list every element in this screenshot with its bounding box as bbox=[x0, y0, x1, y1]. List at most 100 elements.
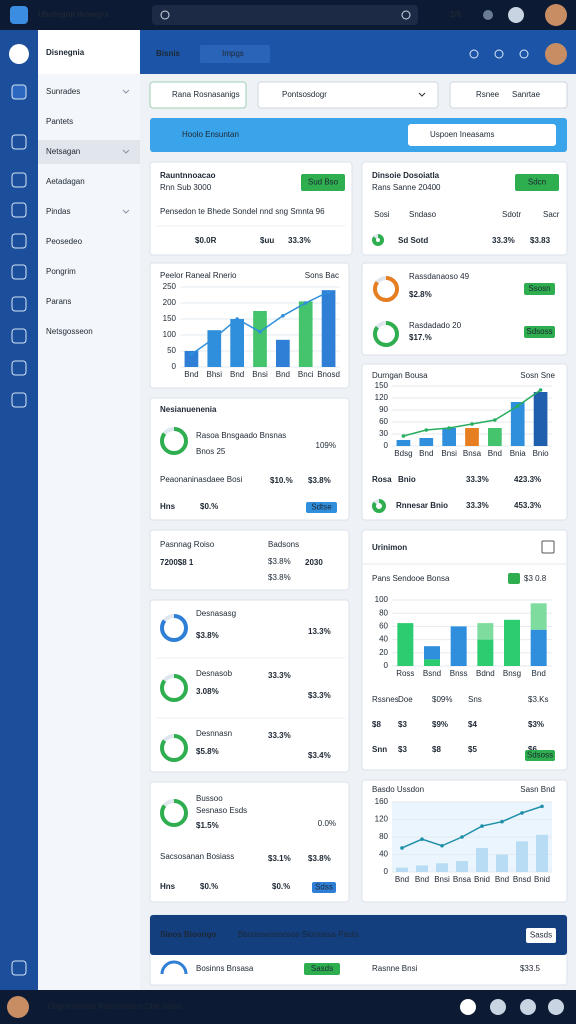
y-tick-label: 20 bbox=[379, 648, 388, 657]
nav-icon[interactable] bbox=[11, 264, 27, 280]
button-label[interactable]: Sasds bbox=[530, 931, 552, 940]
panel-subtitle: Bbnooseosoosoo Sionnasa bbox=[238, 930, 336, 939]
button[interactable] bbox=[301, 174, 345, 191]
button-label[interactable]: Sasds bbox=[311, 964, 333, 973]
row-value: $4 bbox=[468, 720, 477, 729]
button-label[interactable]: Sdsoss bbox=[527, 751, 553, 760]
gauge-icon bbox=[160, 960, 188, 975]
trend-point bbox=[281, 314, 285, 318]
dropdown-label[interactable]: Pontsosdogr bbox=[282, 90, 327, 99]
nav-icon[interactable] bbox=[11, 202, 27, 218]
big-number: 2030 bbox=[305, 558, 323, 567]
nav-item[interactable]: Netsagan bbox=[46, 147, 80, 156]
ring-icon bbox=[373, 276, 399, 302]
nav-item[interactable]: Netsgosseon bbox=[46, 327, 93, 336]
ring-value: $2.8% bbox=[409, 290, 432, 299]
x-tick-label: Bnosd bbox=[317, 370, 340, 379]
banner-search-text[interactable]: Uspoen Ineasams bbox=[430, 130, 494, 139]
x-tick-label: Bnd bbox=[419, 449, 433, 458]
nav-item[interactable]: Pindas bbox=[46, 207, 70, 216]
nav-icon[interactable] bbox=[11, 392, 27, 408]
legend-label: Sons Bac bbox=[305, 271, 339, 280]
button[interactable] bbox=[526, 928, 556, 943]
y-tick-label: 30 bbox=[379, 429, 388, 438]
card-title: Pasnnag Roiso bbox=[160, 540, 215, 549]
trend-point bbox=[500, 819, 504, 824]
bar bbox=[465, 428, 479, 446]
nav-item[interactable]: Peosedeo bbox=[46, 237, 83, 246]
expand-icon[interactable] bbox=[541, 540, 555, 554]
button[interactable] bbox=[304, 963, 340, 975]
button-label[interactable]: Sud Bso bbox=[308, 178, 339, 187]
button-label[interactable]: Ssosn bbox=[528, 284, 550, 293]
x-tick-label: Bnsd bbox=[513, 875, 531, 884]
nav-icon[interactable] bbox=[11, 84, 27, 100]
nav-icon[interactable] bbox=[11, 233, 27, 249]
button-label[interactable]: Sdss bbox=[315, 883, 333, 892]
nav-item[interactable]: Sunrades bbox=[46, 87, 80, 96]
row-value: 423.3% bbox=[514, 475, 541, 484]
x-tick-label: Bnd bbox=[532, 669, 546, 678]
footer-icon bbox=[520, 999, 536, 1015]
button[interactable] bbox=[515, 174, 559, 191]
banner-search[interactable] bbox=[408, 124, 556, 146]
search-box[interactable] bbox=[152, 5, 418, 25]
action-value[interactable]: Sanrtae bbox=[512, 90, 541, 99]
bar bbox=[456, 861, 468, 872]
row-value: Rssnes bbox=[372, 695, 399, 704]
button[interactable] bbox=[312, 882, 336, 893]
row-value: Rnnesar Bnio bbox=[396, 501, 448, 510]
ring-icon bbox=[160, 614, 188, 642]
tab[interactable] bbox=[200, 45, 270, 63]
tab-label[interactable]: Impgs bbox=[222, 49, 244, 58]
trend-point bbox=[424, 428, 429, 432]
button[interactable] bbox=[524, 326, 555, 338]
nav-icon[interactable] bbox=[11, 328, 27, 344]
item-stat: 13.3% bbox=[308, 627, 331, 636]
bottom-panel-header bbox=[150, 915, 567, 955]
rail-logo bbox=[9, 44, 29, 64]
nav-item[interactable]: Parans bbox=[46, 297, 71, 306]
nav-icon[interactable] bbox=[11, 134, 27, 150]
x-tick-label: Bnsa bbox=[453, 875, 472, 884]
button-label[interactable]: Sdsoss bbox=[526, 327, 552, 336]
bar bbox=[533, 392, 548, 446]
nav-icon[interactable] bbox=[11, 172, 27, 188]
footer-icon bbox=[490, 999, 506, 1015]
column-header: Sosi bbox=[374, 210, 390, 219]
trend-point bbox=[480, 824, 484, 828]
row-value: Snn bbox=[372, 745, 387, 754]
nav-item[interactable]: Aetadagan bbox=[46, 177, 85, 186]
button-label[interactable]: Sdcn bbox=[528, 178, 546, 187]
filter-button[interactable] bbox=[149, 81, 247, 109]
panel-link[interactable]: Pasto bbox=[338, 930, 359, 939]
action-button[interactable] bbox=[449, 81, 568, 109]
status-text: Osgonmanoe Rosnanosns Dha Isioss bbox=[48, 1002, 182, 1011]
card bbox=[149, 529, 350, 591]
nav-icon[interactable] bbox=[11, 296, 27, 312]
button[interactable] bbox=[306, 502, 337, 513]
filter-label[interactable]: Rana Rosnasanigs bbox=[172, 90, 240, 99]
nav-item[interactable]: Pantets bbox=[46, 117, 73, 126]
legend-swatch bbox=[508, 573, 520, 584]
percent: 109% bbox=[316, 441, 336, 450]
stat-value: 33.3% bbox=[492, 236, 515, 245]
nav-item[interactable]: Pongrim bbox=[46, 267, 76, 276]
nav-icon[interactable] bbox=[11, 360, 27, 376]
x-tick-label: Bnsg bbox=[503, 669, 521, 678]
button-label[interactable]: Sdtse bbox=[311, 503, 332, 512]
dropdown[interactable] bbox=[257, 81, 439, 109]
button[interactable] bbox=[525, 750, 555, 761]
chart-title: Peelor Raneal Rnerio bbox=[160, 271, 237, 280]
y-tick-label: 80 bbox=[379, 608, 388, 617]
percent: $3.8% bbox=[268, 573, 291, 582]
avatar bbox=[7, 996, 29, 1018]
button[interactable] bbox=[524, 283, 555, 295]
trend-point bbox=[515, 404, 520, 408]
header-icon bbox=[494, 49, 504, 59]
legend-label: Rasoa Bnsgaado Bnsnas bbox=[196, 431, 286, 440]
bar bbox=[496, 854, 508, 872]
nav-icon[interactable] bbox=[11, 960, 27, 976]
action-label[interactable]: Rsnee bbox=[476, 90, 500, 99]
